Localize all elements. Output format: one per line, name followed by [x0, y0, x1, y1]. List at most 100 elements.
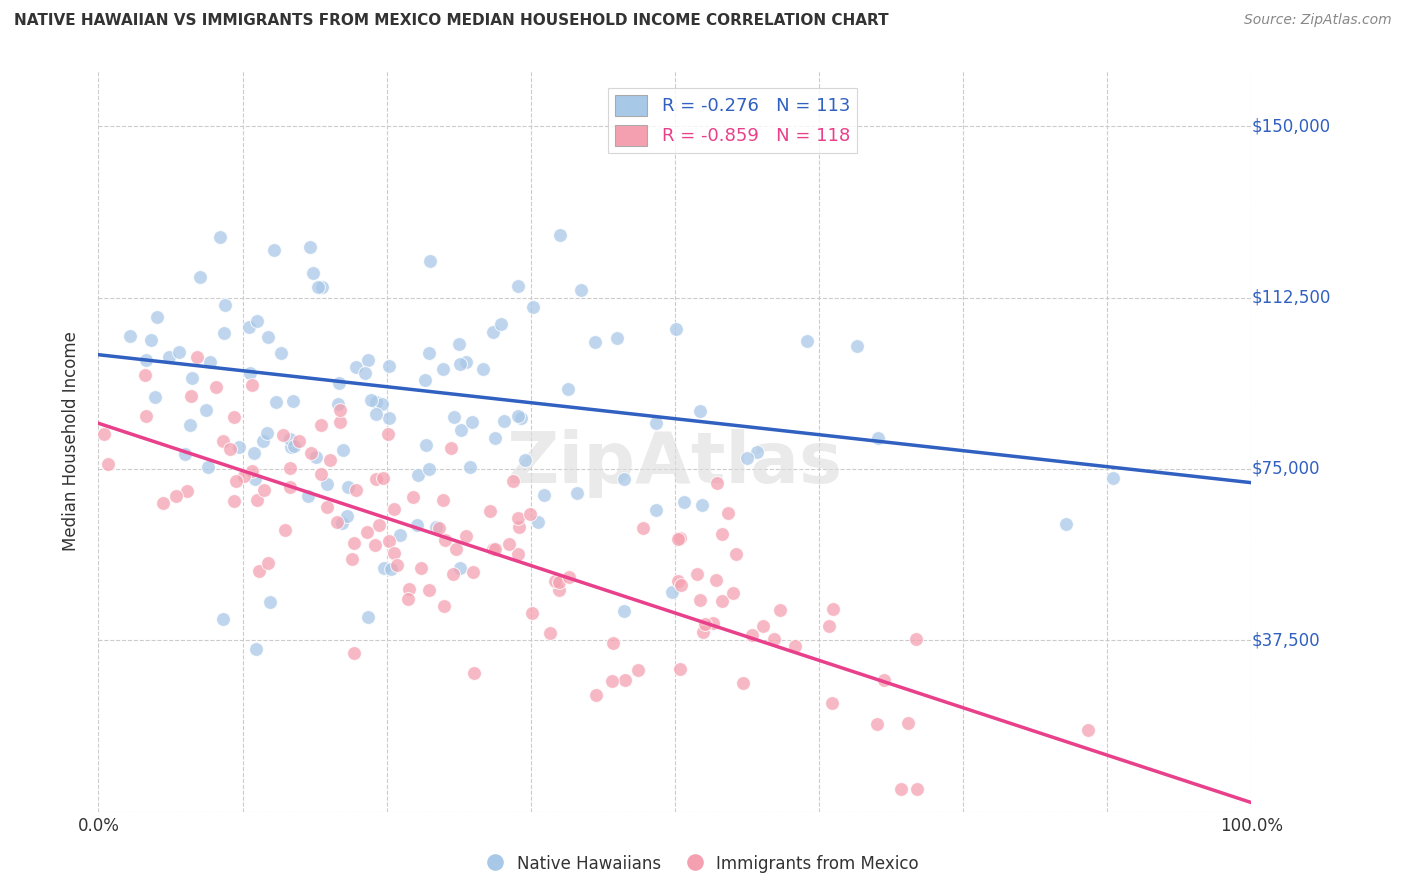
Point	[463, 665, 485, 680]
Text: $75,000: $75,000	[1251, 460, 1320, 478]
Point	[866, 717, 889, 731]
Point	[783, 640, 806, 654]
Text: $150,000: $150,000	[1251, 117, 1330, 136]
Point	[706, 573, 728, 587]
Point	[253, 483, 276, 497]
Point	[263, 243, 285, 257]
Point	[389, 527, 412, 541]
Point	[733, 676, 755, 690]
Point	[1054, 517, 1077, 532]
Point	[491, 317, 513, 331]
Point	[222, 409, 245, 424]
Point	[238, 320, 260, 334]
Point	[364, 395, 387, 409]
Point	[357, 610, 380, 624]
Point	[377, 426, 399, 441]
Point	[508, 520, 530, 534]
Point	[240, 463, 263, 477]
Point	[600, 673, 623, 688]
Point	[384, 502, 406, 516]
Point	[1077, 723, 1099, 738]
Point	[330, 516, 353, 530]
Point	[506, 278, 529, 293]
Point	[278, 480, 301, 494]
Point	[547, 582, 569, 597]
Point	[845, 339, 868, 353]
Point	[425, 520, 447, 534]
Point	[433, 533, 456, 548]
Point	[387, 558, 409, 572]
Point	[371, 471, 394, 485]
Point	[433, 599, 456, 613]
Point	[157, 351, 180, 365]
Point	[866, 431, 889, 445]
Text: $112,500: $112,500	[1251, 289, 1330, 307]
Point	[686, 566, 709, 581]
Point	[357, 353, 380, 368]
Point	[522, 606, 544, 620]
Point	[257, 556, 280, 570]
Point	[666, 574, 689, 589]
Text: ZipAtlas: ZipAtlas	[508, 429, 842, 499]
Point	[299, 446, 322, 460]
Point	[461, 565, 484, 579]
Point	[693, 617, 716, 632]
Point	[194, 403, 217, 417]
Point	[724, 547, 747, 561]
Point	[484, 431, 506, 445]
Point	[283, 439, 305, 453]
Point	[735, 450, 758, 465]
Point	[243, 472, 266, 486]
Point	[706, 476, 728, 491]
Point	[180, 389, 202, 403]
Point	[432, 492, 454, 507]
Point	[506, 409, 529, 423]
Point	[380, 562, 402, 576]
Point	[513, 453, 536, 467]
Point	[382, 545, 405, 559]
Point	[326, 516, 349, 530]
Point	[510, 411, 533, 425]
Point	[762, 632, 785, 646]
Point	[252, 434, 274, 448]
Point	[721, 586, 744, 600]
Point	[796, 334, 818, 348]
Point	[329, 416, 352, 430]
Point	[583, 334, 606, 349]
Point	[418, 346, 440, 360]
Point	[311, 417, 333, 432]
Point	[406, 467, 429, 482]
Point	[152, 496, 174, 510]
Point	[264, 395, 287, 409]
Point	[456, 355, 478, 369]
Point	[668, 533, 690, 547]
Point	[319, 453, 342, 467]
Point	[745, 445, 768, 459]
Point	[769, 602, 792, 616]
Point	[717, 506, 740, 520]
Point	[484, 541, 506, 556]
Point	[120, 329, 142, 343]
Point	[363, 538, 385, 552]
Point	[671, 578, 693, 592]
Point	[214, 298, 236, 312]
Point	[904, 632, 927, 646]
Point	[270, 345, 292, 359]
Point	[259, 595, 281, 609]
Point	[661, 584, 683, 599]
Point	[471, 362, 494, 376]
Point	[447, 337, 470, 351]
Point	[219, 442, 242, 456]
Point	[741, 627, 763, 641]
Point	[93, 426, 115, 441]
Point	[558, 570, 581, 584]
Point	[502, 474, 524, 488]
Point	[174, 447, 197, 461]
Point	[690, 498, 713, 512]
Point	[613, 472, 636, 486]
Point	[278, 432, 301, 446]
Point	[180, 370, 202, 384]
Point	[613, 673, 636, 688]
Point	[274, 524, 297, 538]
Point	[176, 484, 198, 499]
